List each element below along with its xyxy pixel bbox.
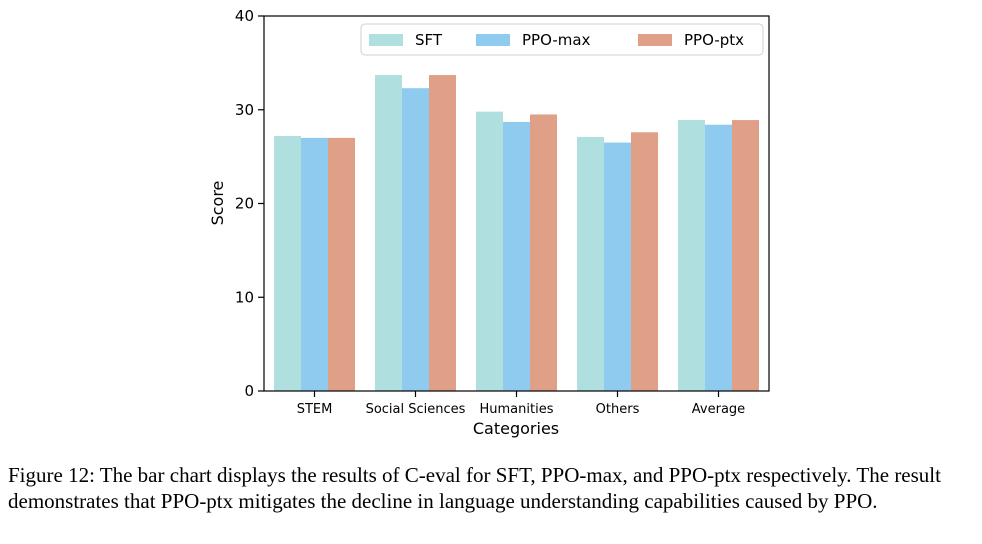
legend-label: PPO-max — [522, 31, 591, 49]
legend: SFT PPO-max PPO-ptx — [360, 23, 764, 56]
bar-sft — [678, 120, 705, 391]
bar-sft — [476, 111, 503, 391]
bar-ppo-max — [402, 88, 429, 391]
bar-ppo-ptx — [429, 75, 456, 391]
bar-ppo-ptx — [732, 120, 759, 391]
y-tick-label: 0 — [244, 382, 254, 400]
bar-sft — [375, 75, 402, 391]
bar-ppo-max — [705, 124, 732, 391]
legend-swatch — [369, 34, 403, 46]
legend-label: PPO-ptx — [684, 31, 744, 49]
legend-swatch — [476, 34, 510, 46]
bar-sft — [274, 136, 301, 391]
y-axis-label: Score — [208, 181, 227, 226]
x-tick-label: Average — [692, 402, 745, 417]
y-tick-label: 30 — [235, 101, 254, 119]
x-tick-label: Others — [596, 402, 640, 417]
bar-chart: 0 10 20 30 40 STEM Social Sciences Humanities O… — [208, 7, 770, 438]
legend-label: SFT — [415, 31, 443, 49]
legend-swatch — [638, 34, 672, 46]
y-tick-label: 20 — [235, 195, 254, 213]
y-tick-label: 40 — [235, 7, 254, 25]
x-tick-label: Humanities — [480, 402, 554, 417]
bar-ppo-max — [301, 137, 328, 391]
x-tick-label: Social Sciences — [366, 402, 466, 417]
y-tick-label: 10 — [235, 288, 254, 306]
bar-ppo-ptx — [631, 132, 658, 391]
figure-caption: Figure 12: The bar chart displays the re… — [8, 463, 941, 513]
bar-sft — [577, 136, 604, 391]
legend-box — [360, 23, 764, 56]
bar-ppo-ptx — [328, 137, 355, 391]
x-axis-label: Categories — [473, 419, 559, 438]
x-tick-label: STEM — [297, 402, 333, 417]
bar-ppo-max — [604, 142, 631, 391]
bar-ppo-max — [503, 121, 530, 391]
bar-ppo-ptx — [530, 114, 557, 391]
